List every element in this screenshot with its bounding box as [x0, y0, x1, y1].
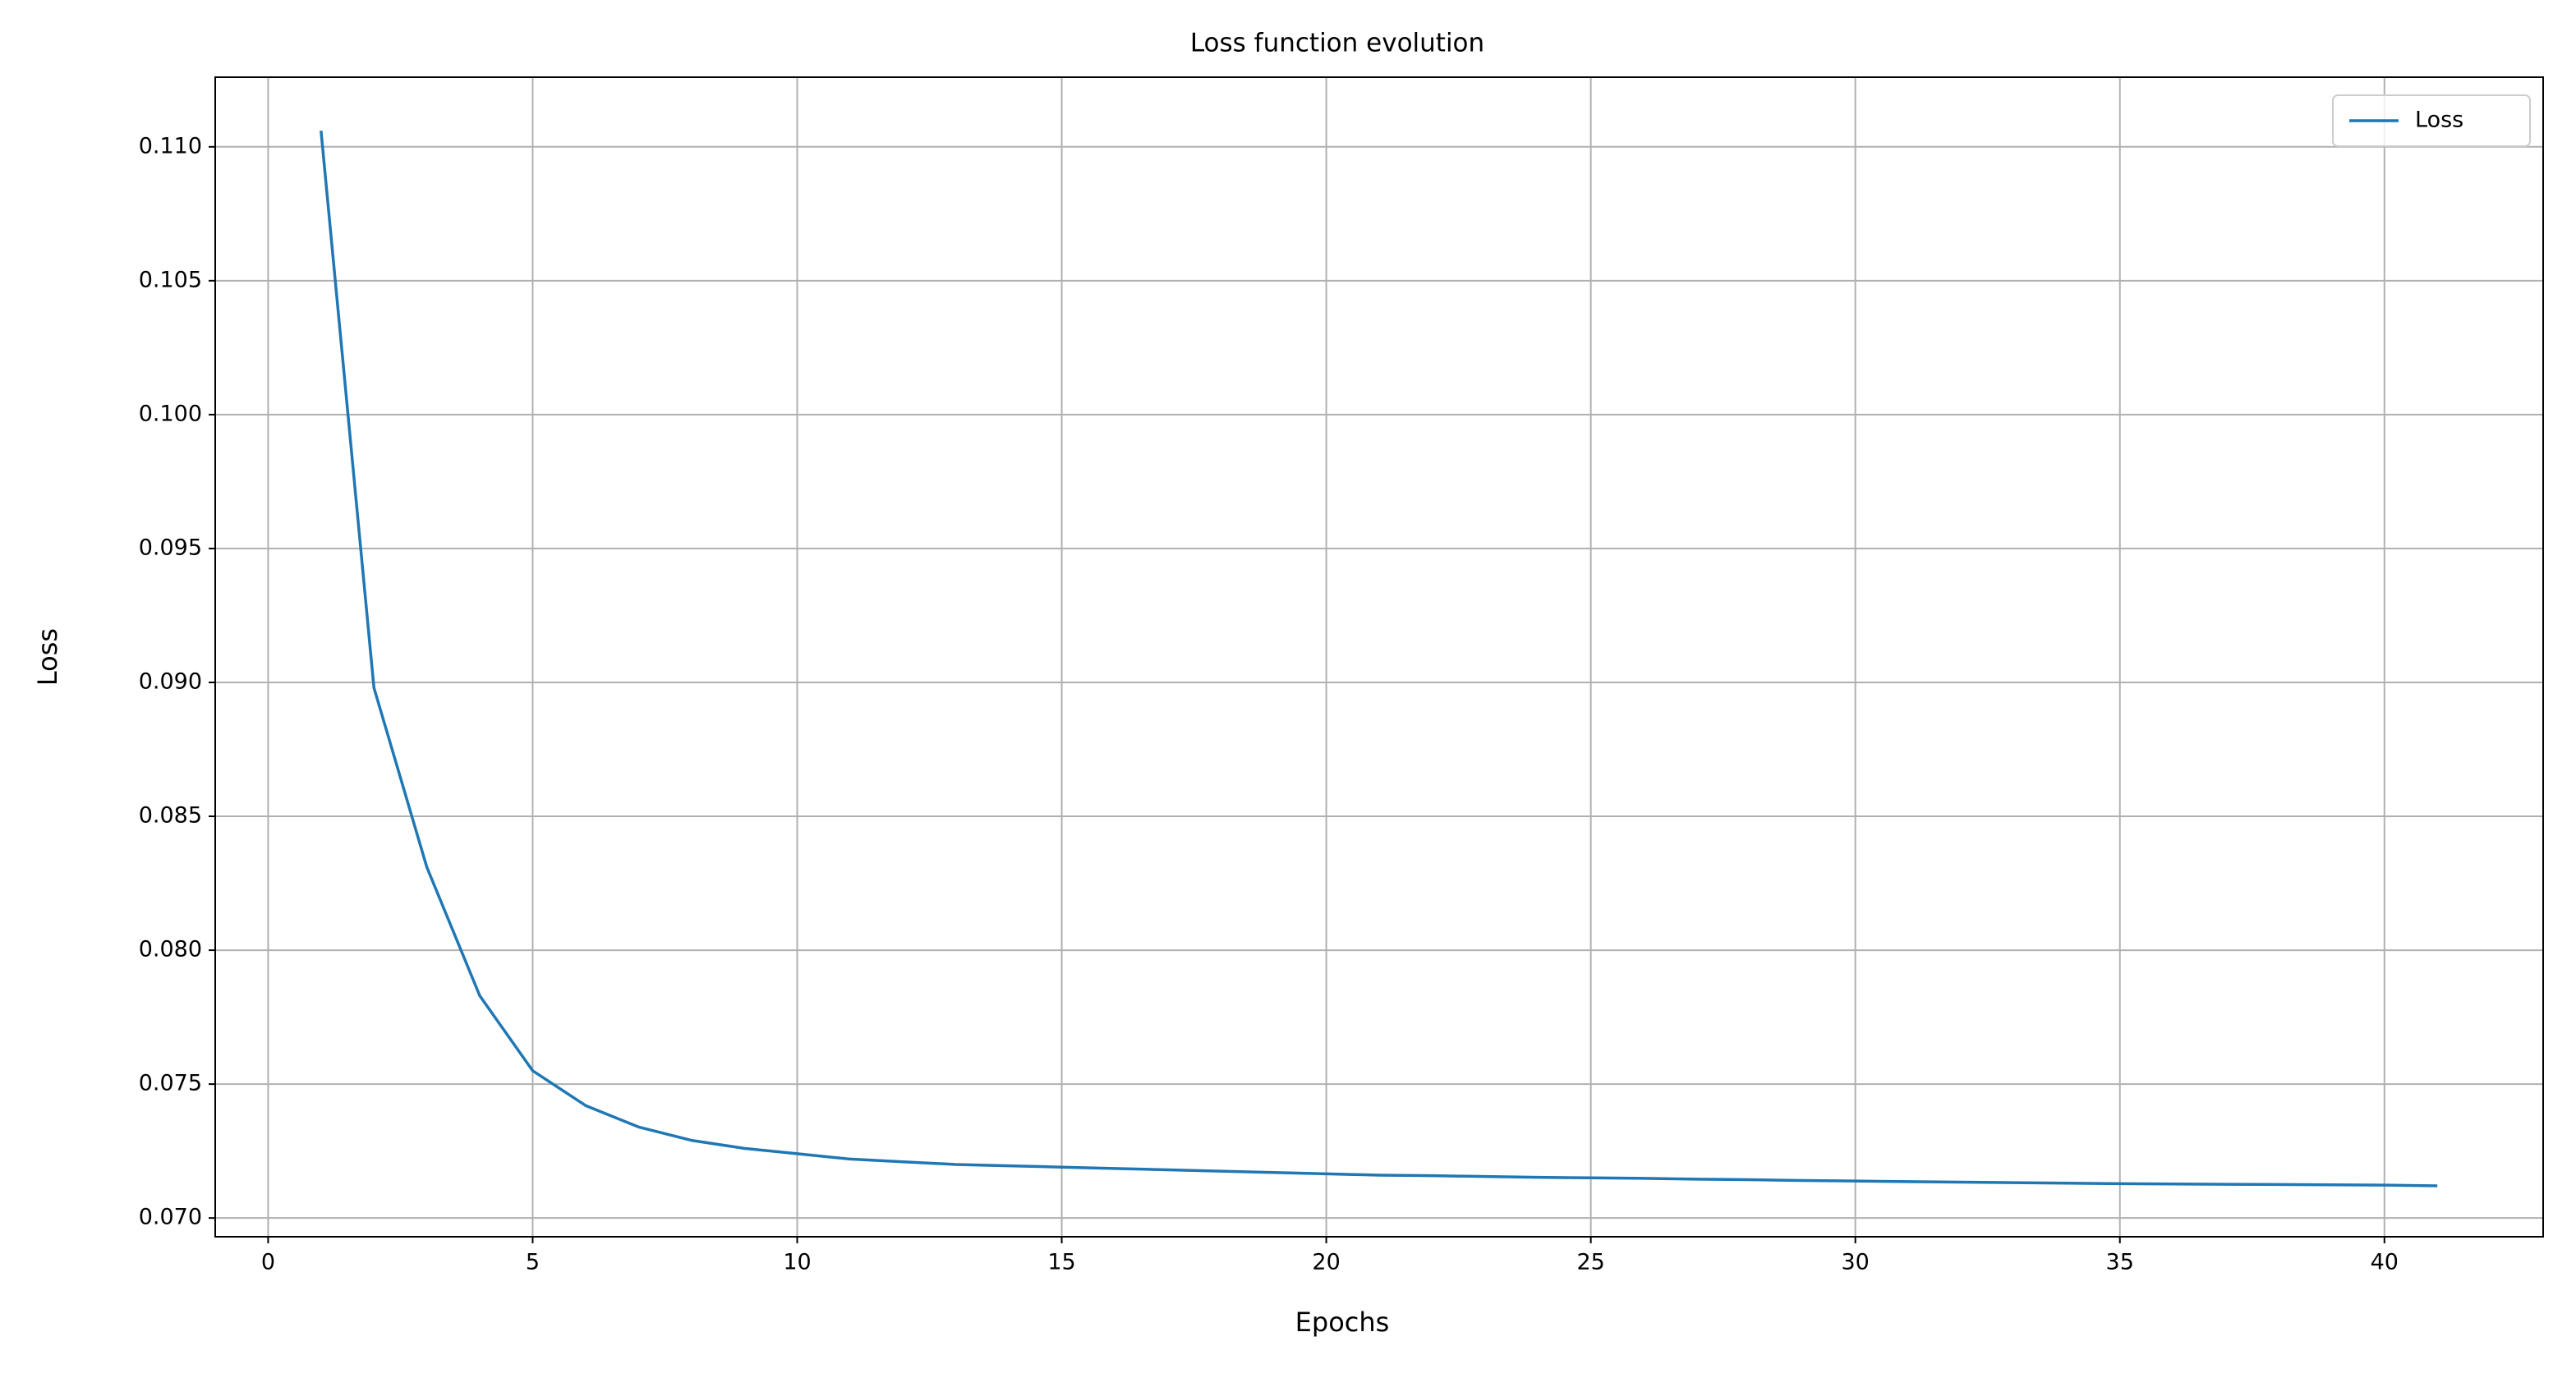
y-tick-label: 0.070	[139, 1205, 202, 1230]
x-tick-label: 25	[1576, 1250, 1604, 1275]
y-tick-label: 0.080	[139, 937, 202, 962]
y-tick-label: 0.110	[139, 133, 202, 158]
x-tick-label: 35	[2106, 1250, 2134, 1275]
x-tick-label: 15	[1047, 1250, 1075, 1275]
x-tick-label: 0	[261, 1250, 275, 1275]
y-tick-label: 0.105	[139, 267, 202, 292]
y-tick-label: 0.075	[139, 1071, 202, 1096]
x-axis-label: Epochs	[1295, 1307, 1390, 1338]
y-tick-label: 0.085	[139, 803, 202, 829]
x-tick-label: 10	[783, 1250, 811, 1275]
plot-frame	[214, 76, 2544, 1238]
legend-box	[2332, 94, 2531, 147]
chart-title: Loss function evolution	[1190, 29, 1484, 58]
x-tick-label: 30	[1842, 1250, 1870, 1275]
y-tick-label: 0.090	[139, 668, 202, 694]
y-axis-label: Loss	[32, 628, 63, 686]
x-tick-label: 40	[2371, 1250, 2399, 1275]
legend-label: Loss	[2415, 108, 2463, 133]
x-tick-label: 5	[526, 1250, 540, 1275]
x-tick-label: 20	[1312, 1250, 1340, 1275]
data-line	[320, 131, 2438, 1187]
y-tick-label: 0.095	[139, 535, 202, 560]
y-tick-label: 0.100	[139, 401, 202, 426]
